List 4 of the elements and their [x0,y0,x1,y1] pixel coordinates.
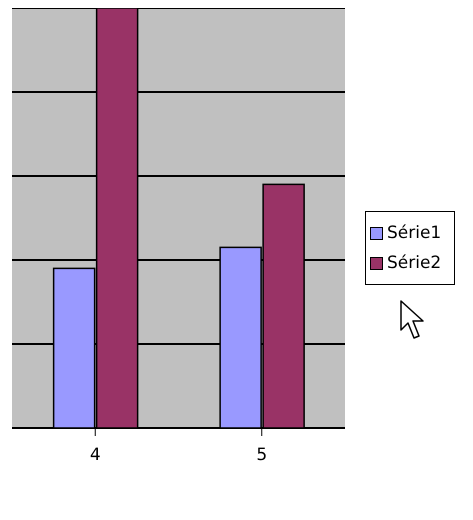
x-tick-label: 5 [256,445,268,466]
legend-label: Série1 [386,222,442,245]
x-tick-label: 4 [90,445,101,466]
legend-label: Série2 [386,252,442,275]
